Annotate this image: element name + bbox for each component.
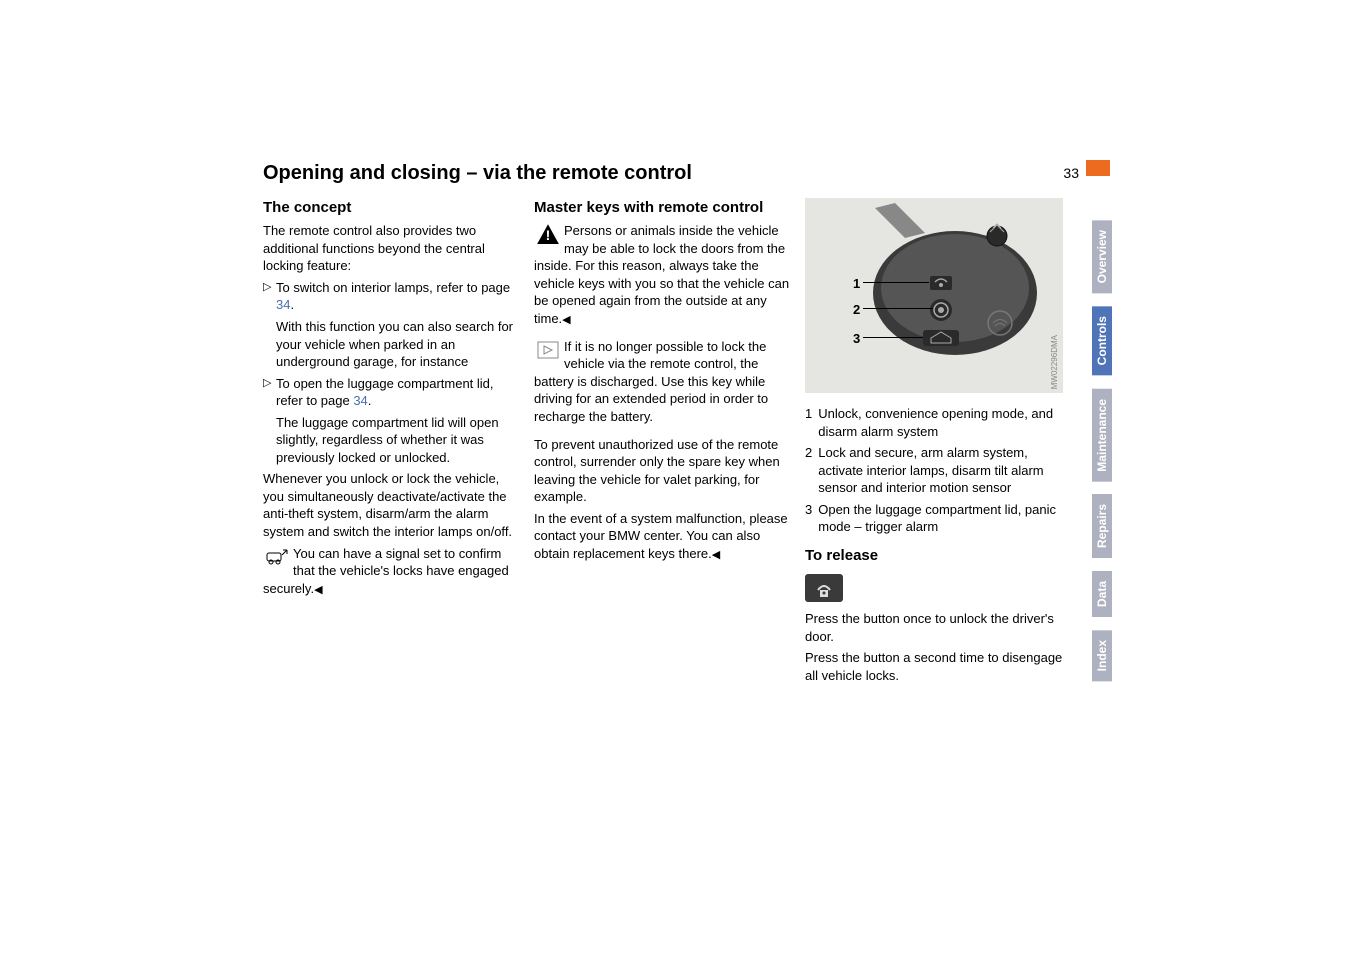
tab-repairs[interactable]: Repairs — [1092, 494, 1112, 558]
page-number: 33 — [1063, 165, 1079, 181]
tab-maintenance[interactable]: Maintenance — [1092, 389, 1112, 482]
malfunction-para: In the event of a system malfunction, pl… — [534, 510, 791, 563]
note-text: If it is no longer possible to lock the … — [534, 339, 768, 424]
remote-key-figure: 1 2 3 MW02296DMA — [805, 198, 1063, 393]
bullet-text: To open the luggage compartment lid, ref… — [276, 376, 494, 409]
column-2: Master keys with remote control ! Person… — [534, 198, 791, 688]
bullet-luggage: To open the luggage compartment lid, ref… — [263, 375, 520, 410]
callout-line — [863, 308, 933, 309]
item-text: Unlock, convenience opening mode, and di… — [818, 405, 1063, 440]
tab-controls[interactable]: Controls — [1092, 306, 1112, 375]
page-link-34a[interactable]: 34 — [276, 297, 290, 312]
item-number: 2 — [805, 444, 812, 497]
callout-line — [863, 337, 923, 338]
unlock-lock-para: Whenever you unlock or lock the vehicle,… — [263, 470, 520, 540]
unlock-button-icon — [805, 574, 843, 602]
bullet-sub-1: With this function you can also search f… — [263, 318, 520, 371]
item-number: 1 — [805, 405, 812, 440]
concept-intro: The remote control also provides two add… — [263, 222, 520, 275]
side-nav-tabs: Overview Controls Maintenance Repairs Da… — [1092, 220, 1112, 695]
release-heading: To release — [805, 546, 1063, 566]
item-text: Open the luggage compartment lid, panic … — [818, 501, 1063, 536]
image-code: MW02296DMA — [1050, 335, 1061, 389]
content-columns: The concept The remote control also prov… — [263, 198, 1063, 688]
column-1: The concept The remote control also prov… — [263, 198, 520, 688]
release-p1: Press the button once to unlock the driv… — [805, 610, 1063, 645]
tab-index[interactable]: Index — [1092, 630, 1112, 681]
page-title: Opening and closing – via the remote con… — [263, 162, 692, 185]
concept-heading: The concept — [263, 198, 520, 218]
malfunction-text: In the event of a system malfunction, pl… — [534, 511, 788, 561]
key-svg — [805, 198, 1063, 393]
callout-2: 2 — [853, 301, 860, 319]
item-number: 3 — [805, 501, 812, 536]
bullet-text: To switch on interior lamps, refer to pa… — [276, 280, 510, 295]
signal-note-text: You can have a signal set to confirm tha… — [263, 546, 509, 596]
end-mark-icon: ◀ — [712, 549, 720, 561]
callout-1: 1 — [853, 275, 860, 293]
column-3: 1 2 3 MW02296DMA 1 Unlock, convenience o… — [805, 198, 1063, 688]
warning-text: Persons or animals inside the vehicle ma… — [534, 223, 789, 326]
key-item-2: 2 Lock and secure, arm alarm system, act… — [805, 444, 1063, 497]
car-key-icon — [263, 545, 291, 569]
header-accent-bar — [1086, 160, 1110, 176]
bullet-sub-2: The luggage compartment lid will open sl… — [263, 414, 520, 467]
bullet-text-end: . — [290, 297, 294, 312]
note-block: If it is no longer possible to lock the … — [534, 338, 791, 426]
end-mark-icon: ◀ — [562, 314, 570, 326]
master-keys-heading: Master keys with remote control — [534, 198, 791, 218]
release-p2: Press the button a second time to diseng… — [805, 649, 1063, 684]
signal-note: You can have a signal set to confirm tha… — [263, 545, 520, 598]
tab-data[interactable]: Data — [1092, 571, 1112, 617]
bullet-text-end: . — [368, 393, 372, 408]
key-item-1: 1 Unlock, convenience opening mode, and … — [805, 405, 1063, 440]
callout-line — [863, 282, 929, 283]
valet-para: To prevent unauthorized use of the remot… — [534, 436, 791, 506]
callout-3: 3 — [853, 330, 860, 348]
end-mark-icon: ◀ — [314, 584, 322, 596]
page-link-34b[interactable]: 34 — [353, 393, 367, 408]
key-item-3: 3 Open the luggage compartment lid, pani… — [805, 501, 1063, 536]
item-text: Lock and secure, arm alarm system, activ… — [818, 444, 1063, 497]
bullet-interior-lamps: To switch on interior lamps, refer to pa… — [263, 279, 520, 314]
warning-block: ! Persons or animals inside the vehicle … — [534, 222, 791, 328]
warning-icon: ! — [534, 222, 562, 246]
tab-overview[interactable]: Overview — [1092, 220, 1112, 293]
note-arrow-icon — [534, 338, 562, 362]
